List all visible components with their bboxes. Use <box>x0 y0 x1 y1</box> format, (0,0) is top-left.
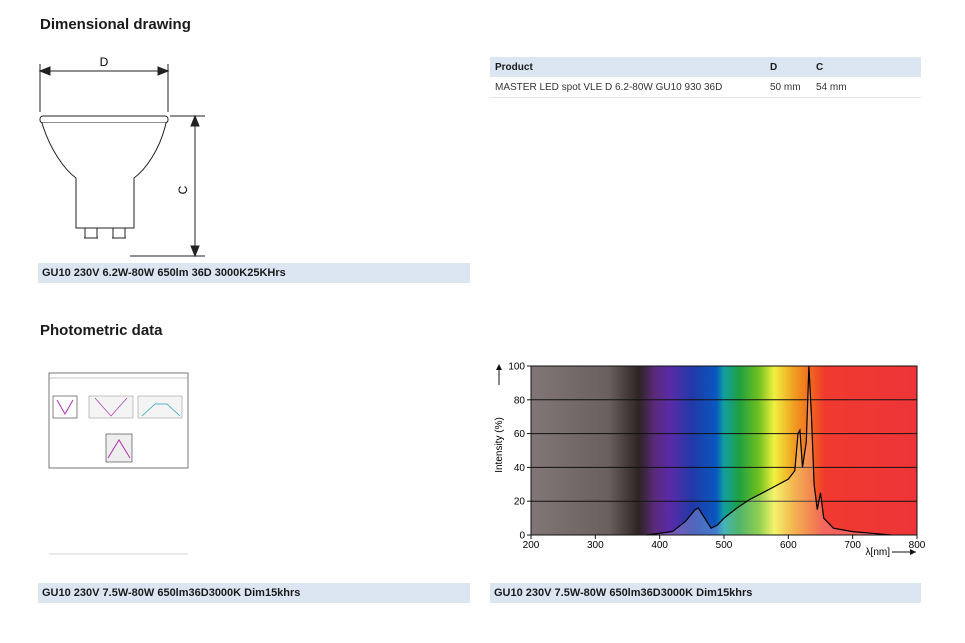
x-tick-label: 800 <box>909 540 926 551</box>
y-axis-label: Intensity (%) <box>494 417 505 473</box>
y-tick-label: 100 <box>508 362 525 373</box>
table-header: Product D C <box>490 57 921 77</box>
header-cell: D <box>765 57 811 77</box>
section-title: Dimensional drawing <box>40 16 191 33</box>
y-tick-label: 0 <box>519 531 525 542</box>
table-cell: 50 mm <box>765 77 811 98</box>
x-tick-label: 300 <box>587 540 604 551</box>
dimension-label: D <box>100 55 109 69</box>
spectrum-chart: 0 20 40 60 80 100 200 300 400 500 600 700 800 λ[nm] In… <box>494 362 926 559</box>
y-tick-label: 40 <box>514 463 526 474</box>
caption: GU10 230V 6.2W-80W 650lm 36D 3000K25KHrs <box>38 263 470 283</box>
x-tick-label: 600 <box>780 540 797 551</box>
x-tick-label: 400 <box>651 540 668 551</box>
product-table: Product D C MASTER LED spot VLE D 6.2-80… <box>490 57 921 98</box>
table-cell: 54 mm <box>811 77 921 98</box>
x-axis-label: λ[nm] <box>866 547 891 558</box>
table-row: MASTER LED spot VLE D 6.2-80W GU10 930 3… <box>490 77 921 98</box>
plot-frame <box>530 365 918 536</box>
axis-arrow <box>496 364 502 370</box>
x-tick-label: 500 <box>716 540 733 551</box>
table-cell: MASTER LED spot VLE D 6.2-80W GU10 930 3… <box>490 77 765 98</box>
y-tick-label: 80 <box>514 395 526 406</box>
dimension-label: C <box>176 185 190 194</box>
spectrum-fill <box>646 366 892 535</box>
caption: GU10 230V 7.5W-80W 650lm36D3000K Dim15kh… <box>38 583 470 603</box>
plot-background <box>531 366 917 535</box>
spectrum-line <box>646 365 892 536</box>
y-tick-label: 60 <box>514 429 526 440</box>
y-tick-label: 20 <box>514 497 526 508</box>
x-tick-label: 200 <box>523 540 540 551</box>
photometric-thumbnail <box>48 372 189 555</box>
axis-arrow <box>910 549 916 555</box>
caption: GU10 230V 7.5W-80W 650lm36D3000K Dim15kh… <box>490 583 921 603</box>
x-tick-label: 700 <box>844 540 861 551</box>
header-cell: C <box>811 57 921 77</box>
lamp-drawing: D C <box>38 55 205 258</box>
header-cell: Product <box>490 57 765 77</box>
section-title: Photometric data <box>40 322 163 339</box>
